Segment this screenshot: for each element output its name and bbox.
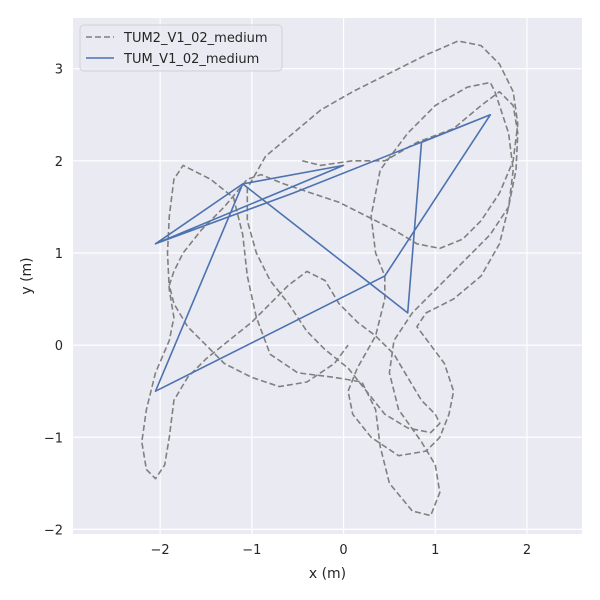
- x-tick-label: 0: [339, 543, 347, 558]
- y-tick-label: 0: [55, 339, 63, 354]
- y-tick-label: 2: [55, 155, 63, 170]
- y-axis: −2 −1 0 1 2 3: [44, 63, 63, 539]
- y-tick-label: −2: [44, 523, 63, 538]
- y-tick-label: 3: [55, 63, 63, 78]
- x-tick-label: 2: [523, 543, 531, 558]
- x-tick-label: 1: [431, 543, 439, 558]
- legend: TUM2_V1_02_medium TUM_V1_02_medium: [79, 24, 283, 72]
- x-tick-label: −1: [242, 543, 261, 558]
- series-path-0: [141, 40, 519, 517]
- y-axis-label: y (m): [19, 257, 35, 294]
- y-tick-label: 1: [55, 247, 63, 262]
- legend-label-tum: TUM_V1_02_medium: [123, 52, 259, 67]
- legend-box: [79, 24, 283, 72]
- plot-area: [73, 18, 582, 534]
- x-tick-label: −2: [151, 543, 170, 558]
- series-layer: [141, 40, 519, 517]
- y-tick-label: −1: [44, 431, 63, 446]
- legend-label-tum2: TUM2_V1_02_medium: [123, 31, 268, 46]
- series-path-1: [154, 114, 492, 392]
- x-axis-label: x (m): [309, 566, 346, 582]
- x-axis: −2 −1 0 1 2: [151, 543, 532, 558]
